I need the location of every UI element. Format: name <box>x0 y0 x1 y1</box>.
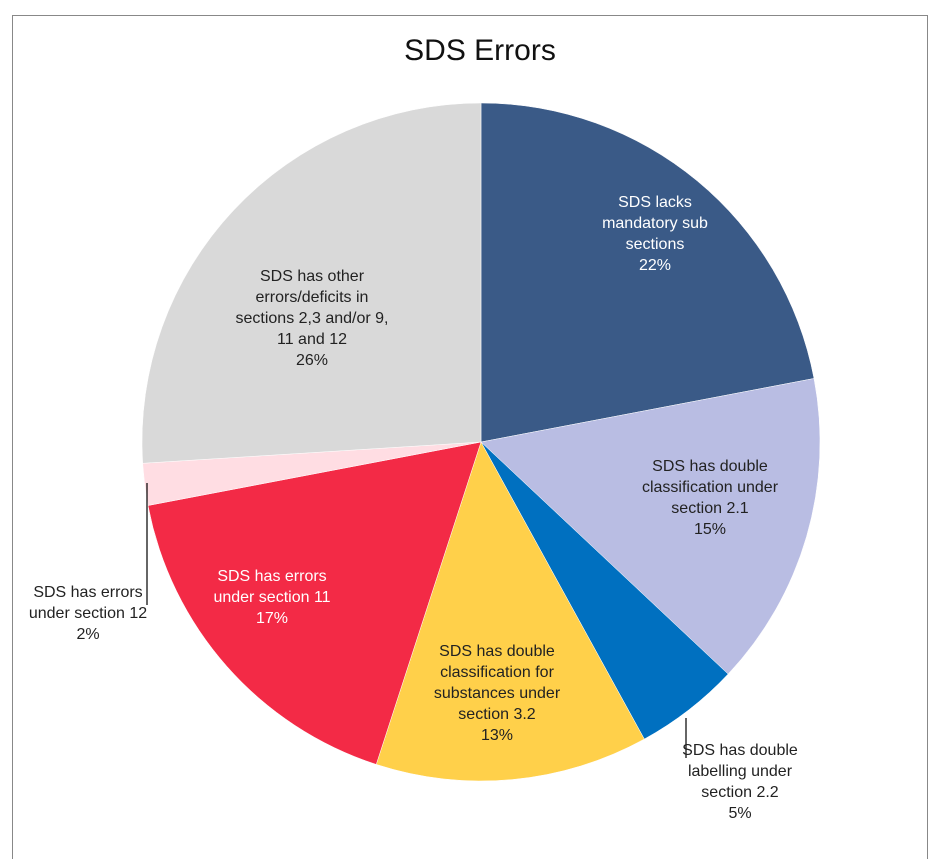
slice-label: SDS has double labelling under section 2… <box>679 740 801 824</box>
value-label: 17% <box>255 610 289 627</box>
category-label: SDS lacks mandatory sub sections <box>602 194 708 253</box>
slice-label: SDS has errors under section 12 2% <box>16 582 161 645</box>
slice-label: SDS has double classification for substa… <box>420 641 575 746</box>
slices <box>141 102 821 782</box>
value-label: 5% <box>728 805 752 822</box>
value-label: 22% <box>638 257 672 274</box>
category-label: SDS has double classification under sect… <box>641 458 779 517</box>
pie-slice <box>480 378 821 675</box>
value-label: 15% <box>693 521 727 538</box>
chart-title: SDS Errors <box>404 34 556 67</box>
category-label: SDS has errors under section 11 <box>213 568 331 606</box>
pie-slice <box>147 441 482 765</box>
value-label: 26% <box>295 352 329 369</box>
slice-label: SDS has double classification under sect… <box>630 456 790 540</box>
category-label: SDS has double labelling under section 2… <box>682 742 798 801</box>
category-label: SDS has double classification for substa… <box>433 643 561 723</box>
value-label: 2% <box>76 626 100 643</box>
slice-label: SDS lacks mandatory sub sections 22% <box>595 192 715 276</box>
chart-border <box>12 15 928 859</box>
category-label: SDS has other errors/deficits in section… <box>235 268 389 348</box>
slice-label: SDS has other errors/deficits in section… <box>235 266 390 371</box>
value-label: 13% <box>480 727 514 744</box>
pie-slice <box>375 441 645 782</box>
category-label: SDS has errors under section 12 <box>28 584 148 622</box>
pie-slice <box>480 102 815 443</box>
slice-label: SDS has errors under section 11 17% <box>200 566 345 629</box>
pie-slice <box>141 102 482 464</box>
